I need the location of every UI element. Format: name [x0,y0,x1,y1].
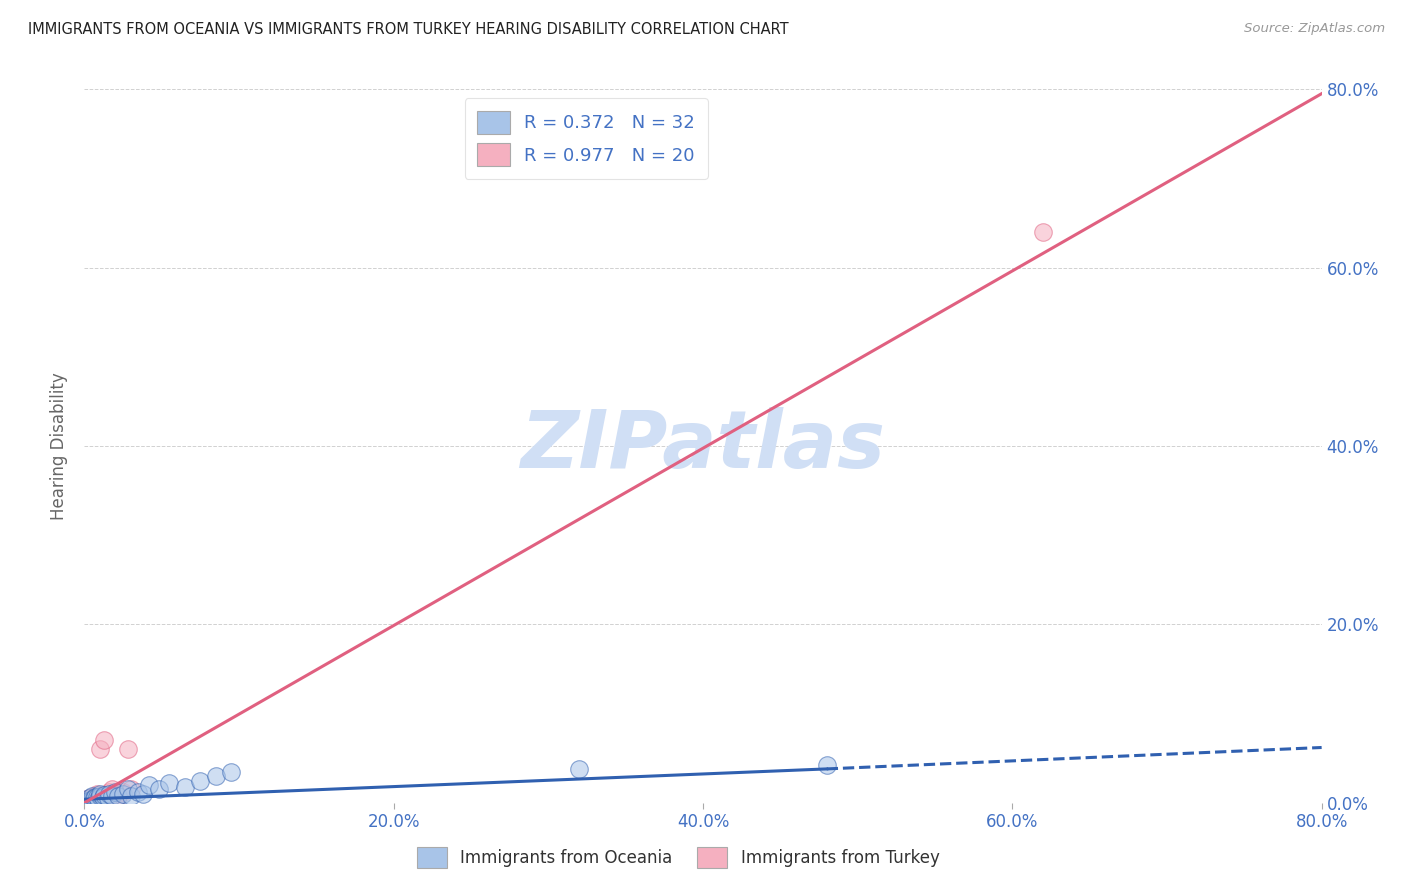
Point [84,789,107,803]
Point [82,789,104,803]
Point [93,788,115,802]
Point [112,785,135,799]
Point [101,782,124,797]
Text: IMMIGRANTS FROM OCEANIA VS IMMIGRANTS FROM TURKEY HEARING DISABILITY CORRELATION: IMMIGRANTS FROM OCEANIA VS IMMIGRANTS FR… [28,22,789,37]
Point [97,787,120,801]
Point [107,789,129,803]
Point [79,793,101,807]
Point [117,742,139,756]
Point [76,794,98,808]
Point [89,742,111,756]
Point [104,787,127,801]
Point [82,790,104,805]
Legend: Immigrants from Oceania, Immigrants from Turkey: Immigrants from Oceania, Immigrants from… [409,838,948,877]
Point [77,791,100,805]
Y-axis label: Hearing Disability: Hearing Disability [51,372,69,520]
Point [91,789,114,803]
Point [87,791,110,805]
Point [79,793,101,807]
Point [93,733,115,747]
Point [174,780,197,794]
Point [120,789,142,803]
Point [101,789,124,803]
Point [91,790,114,805]
Point [1032,225,1054,239]
Point [97,791,120,805]
Point [815,758,838,772]
Point [98,787,121,801]
Point [98,785,121,799]
Point [117,782,139,797]
Point [76,794,98,808]
Point [148,782,170,797]
Point [77,791,100,805]
Point [83,792,105,806]
Point [159,776,181,790]
Point [84,790,107,805]
Point [221,764,243,779]
Text: Source: ZipAtlas.com: Source: ZipAtlas.com [1244,22,1385,36]
Point [89,789,111,803]
Point [188,773,212,788]
Point [86,787,108,801]
Point [138,778,160,792]
Point [132,787,155,801]
Point [107,789,129,803]
Point [82,792,104,806]
Point [112,787,135,801]
Text: ZIPatlas: ZIPatlas [520,407,886,485]
Point [120,782,142,797]
Point [89,787,111,801]
Point [104,785,127,799]
Point [128,785,150,799]
Point [205,769,228,783]
Point [83,791,105,805]
Point [86,789,108,804]
Point [87,792,110,806]
Point [568,762,591,776]
